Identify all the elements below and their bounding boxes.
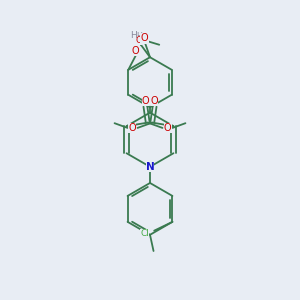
Text: H: H bbox=[130, 31, 137, 40]
Text: O: O bbox=[128, 123, 136, 133]
Text: O: O bbox=[142, 96, 149, 106]
Text: O: O bbox=[136, 36, 142, 45]
Text: O: O bbox=[132, 46, 140, 56]
Text: Cl: Cl bbox=[140, 229, 149, 238]
Text: O: O bbox=[151, 96, 158, 106]
Text: O: O bbox=[141, 33, 148, 43]
Text: H: H bbox=[136, 32, 142, 40]
Text: O: O bbox=[164, 123, 172, 133]
Text: N: N bbox=[146, 162, 154, 172]
